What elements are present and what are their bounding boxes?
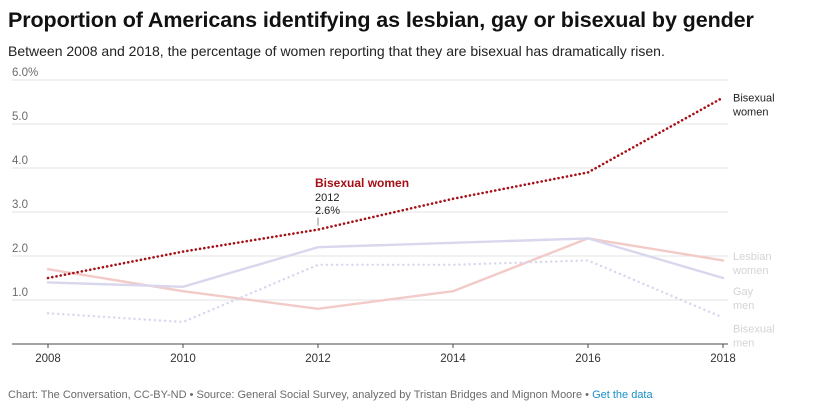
series-label-bisexual-women: women bbox=[732, 107, 768, 119]
series-line-gay-men bbox=[46, 237, 725, 288]
x-tick-label: 2018 bbox=[710, 353, 736, 365]
y-tick-label: 4.0 bbox=[12, 155, 28, 167]
x-tick-label: 2010 bbox=[170, 353, 196, 365]
series-line-bisexual-men bbox=[46, 259, 725, 324]
series-label-gay-men: Gay bbox=[733, 286, 754, 298]
x-tick-label: 2008 bbox=[35, 353, 61, 365]
x-tick-label: 2016 bbox=[575, 353, 601, 365]
footer-credit: Chart: The Conversation, CC-BY-ND • Sour… bbox=[8, 389, 593, 401]
series-line-lesbian-women bbox=[46, 237, 725, 310]
annotation-value: 2.6% bbox=[315, 205, 340, 217]
y-tick-label: 3.0 bbox=[12, 199, 28, 211]
chart-subtitle: Between 2008 and 2018, the percentage of… bbox=[8, 43, 665, 59]
series-label-lesbian-women: Lesbian bbox=[733, 251, 772, 263]
series-label-gay-men: men bbox=[733, 300, 754, 312]
chart-title: Proportion of Americans identifying as l… bbox=[8, 8, 754, 32]
series-label-bisexual-women: Bisexual bbox=[733, 93, 775, 105]
annotation-title: Bisexual women bbox=[315, 176, 409, 190]
y-tick-label: 5.0 bbox=[12, 111, 28, 123]
chart-footer: Chart: The Conversation, CC-BY-ND • Sour… bbox=[8, 389, 653, 401]
annotation-year: 2012 bbox=[315, 192, 339, 204]
series-label-bisexual-men: Bisexual bbox=[733, 324, 775, 336]
series-line-bisexual-women bbox=[46, 96, 725, 280]
get-the-data-link[interactable]: Get the data bbox=[592, 389, 653, 401]
series-label-bisexual-men: men bbox=[733, 338, 754, 350]
y-tick-label: 2.0 bbox=[12, 243, 28, 255]
series-label-lesbian-women: women bbox=[732, 265, 768, 277]
y-tick-label: 6.0% bbox=[12, 67, 38, 79]
x-tick-label: 2012 bbox=[305, 353, 331, 365]
x-tick-label: 2014 bbox=[440, 353, 466, 365]
line-chart: 1.0 2.0 3.0 4.0 5.0 6.0% 2008 2010 2012 2014 2016 2… bbox=[12, 67, 775, 365]
y-tick-label: 1.0 bbox=[12, 287, 28, 299]
